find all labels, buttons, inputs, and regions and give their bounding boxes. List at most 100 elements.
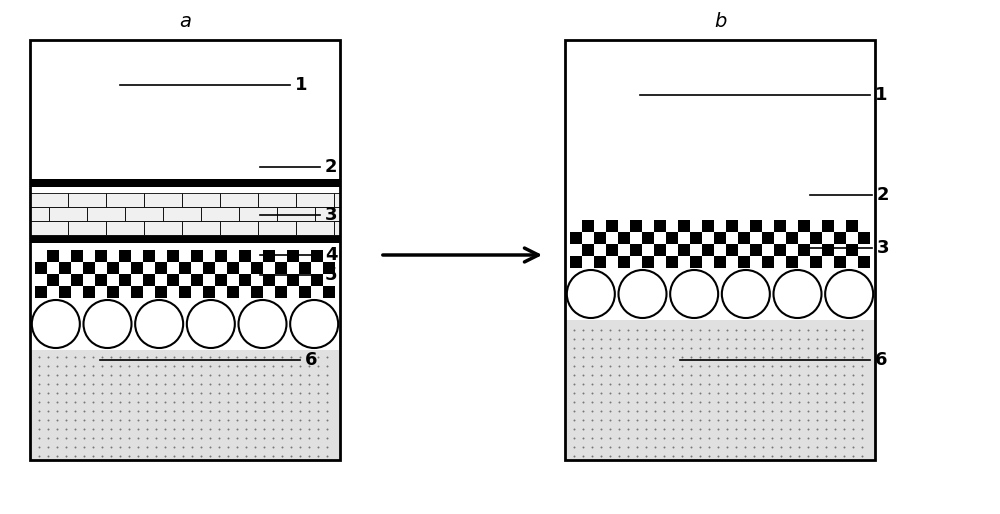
Point <box>791 407 807 415</box>
Point <box>67 433 83 442</box>
Bar <box>582 244 594 256</box>
Point <box>175 443 191 451</box>
Point <box>575 325 591 334</box>
Point <box>665 407 681 415</box>
Point <box>773 343 789 352</box>
Point <box>746 371 762 379</box>
Point <box>719 433 735 442</box>
Point <box>211 361 227 370</box>
Point <box>692 343 708 352</box>
Bar <box>582 220 594 232</box>
Point <box>818 443 834 451</box>
Point <box>710 343 726 352</box>
Point <box>211 397 227 406</box>
Point <box>710 335 726 343</box>
Point <box>310 371 326 379</box>
Point <box>148 443 164 451</box>
Point <box>157 379 173 388</box>
Point <box>40 407 56 415</box>
Point <box>818 361 834 370</box>
Point <box>566 425 582 433</box>
Point <box>193 415 209 424</box>
Point <box>40 397 56 406</box>
Point <box>701 443 717 451</box>
Point <box>575 335 591 343</box>
Point <box>283 389 299 397</box>
Point <box>256 361 272 370</box>
Point <box>593 379 609 388</box>
Point <box>31 379 47 388</box>
Point <box>854 451 870 460</box>
Point <box>755 451 771 460</box>
Point <box>602 389 618 397</box>
Bar <box>220 221 258 235</box>
Point <box>656 397 672 406</box>
Point <box>818 379 834 388</box>
Point <box>611 379 627 388</box>
Point <box>310 353 326 361</box>
Point <box>67 451 83 460</box>
Point <box>67 407 83 415</box>
Point <box>602 335 618 343</box>
Point <box>283 379 299 388</box>
Point <box>265 425 281 433</box>
Bar <box>311 274 323 286</box>
Text: 3: 3 <box>877 239 890 257</box>
Bar <box>263 274 275 286</box>
Point <box>764 389 780 397</box>
Point <box>40 451 56 460</box>
Point <box>611 335 627 343</box>
Point <box>229 389 245 397</box>
Bar <box>191 250 203 262</box>
Bar <box>810 256 822 268</box>
Point <box>683 397 699 406</box>
Point <box>827 325 843 334</box>
Point <box>157 397 173 406</box>
Point <box>593 325 609 334</box>
Point <box>229 361 245 370</box>
Point <box>764 335 780 343</box>
Point <box>229 425 245 433</box>
Bar <box>714 256 726 268</box>
Point <box>274 425 290 433</box>
Point <box>130 415 146 424</box>
Point <box>728 325 744 334</box>
Text: b: b <box>714 12 726 31</box>
Point <box>800 425 816 433</box>
Point <box>692 451 708 460</box>
Point <box>49 433 65 442</box>
Point <box>764 379 780 388</box>
Point <box>665 361 681 370</box>
Point <box>773 353 789 361</box>
Point <box>638 325 654 334</box>
Point <box>854 361 870 370</box>
Bar <box>239 274 251 286</box>
Point <box>94 407 110 415</box>
Point <box>76 433 92 442</box>
Bar <box>143 274 155 286</box>
Point <box>602 325 618 334</box>
Point <box>683 389 699 397</box>
Point <box>746 379 762 388</box>
Point <box>584 451 600 460</box>
Point <box>755 443 771 451</box>
Point <box>193 389 209 397</box>
Bar <box>277 207 315 221</box>
Point <box>836 451 852 460</box>
Point <box>755 343 771 352</box>
Point <box>139 371 155 379</box>
Point <box>584 443 600 451</box>
Point <box>728 379 744 388</box>
Point <box>40 425 56 433</box>
Point <box>584 371 600 379</box>
Point <box>773 397 789 406</box>
Point <box>40 379 56 388</box>
Point <box>31 451 47 460</box>
Point <box>692 389 708 397</box>
Point <box>773 415 789 424</box>
Point <box>175 397 191 406</box>
Point <box>247 433 263 442</box>
Point <box>782 407 798 415</box>
Point <box>791 415 807 424</box>
Point <box>827 361 843 370</box>
